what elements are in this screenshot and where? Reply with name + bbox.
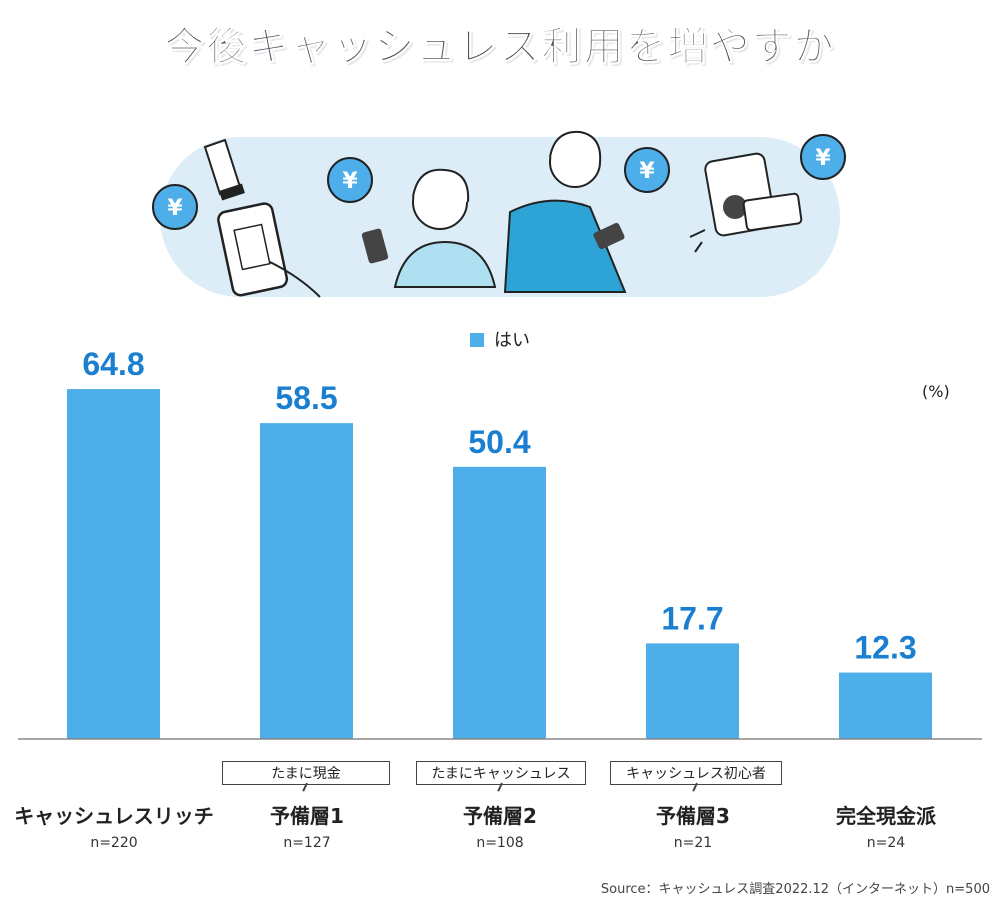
segment-tag: たまに現金	[222, 761, 390, 785]
source-note: Source：キャッシュレス調査2022.12（インターネット）n=500	[600, 882, 990, 897]
unit-label: (%)	[922, 382, 950, 401]
barcode-scanner-icon	[203, 138, 245, 201]
value-label: 12.3	[854, 630, 916, 666]
sample-size-label: n=127	[283, 835, 331, 851]
sample-size-label: n=24	[866, 835, 906, 851]
bar	[453, 466, 546, 739]
chart-legend: はい	[0, 326, 1000, 352]
bar-chart: 64.8 58.5 50.4 17.7 12.3	[18, 346, 982, 740]
value-label: 17.7	[661, 600, 723, 636]
woman-person-icon	[361, 168, 497, 288]
bar	[839, 672, 932, 739]
yen-bubble-icon: ¥	[800, 134, 846, 180]
legend-swatch	[470, 333, 484, 347]
value-label: 50.4	[468, 424, 530, 460]
yen-symbol: ¥	[815, 146, 831, 171]
category-label: 予備層3	[656, 804, 730, 828]
bar	[260, 423, 353, 739]
value-label: 58.5	[275, 380, 337, 416]
yen-bubble-icon: ¥	[152, 184, 198, 230]
legend-label: はい	[494, 330, 530, 351]
bar	[67, 389, 160, 739]
man-person-icon	[503, 130, 627, 293]
yen-symbol: ¥	[167, 196, 183, 221]
value-label: 64.8	[82, 346, 144, 382]
yen-symbol: ¥	[342, 169, 358, 194]
category-label: 予備層2	[463, 804, 537, 828]
yen-bubble-icon: ¥	[327, 157, 373, 203]
segment-tag: キャッシュレス初心者	[610, 761, 782, 785]
yen-bubble-icon: ¥	[624, 147, 670, 193]
category-label: キャッシュレスリッチ	[14, 804, 214, 828]
category-label: 予備層1	[270, 804, 344, 828]
card-terminal-icon	[689, 152, 803, 253]
phone-qr-icon	[217, 202, 321, 298]
yen-symbol: ¥	[639, 159, 655, 184]
sample-size-label: n=220	[90, 835, 138, 851]
segment-tag: たまにキャッシュレス	[416, 761, 586, 785]
cashless-illustration: ¥ ¥ ¥ ¥	[152, 130, 846, 298]
sample-size-label: n=21	[673, 835, 713, 851]
bar	[646, 643, 739, 739]
chart-title: 今後キャッシュレス利用を増やすか	[164, 24, 836, 71]
category-label: 完全現金派	[836, 804, 936, 828]
sample-size-label: n=108	[476, 835, 524, 851]
